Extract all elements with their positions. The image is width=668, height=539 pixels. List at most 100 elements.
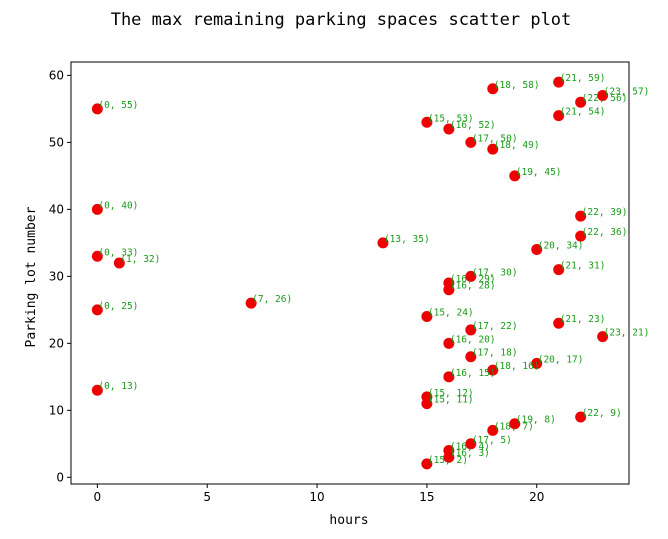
x-tick-label: 20 xyxy=(529,490,544,504)
data-point-label: (16, 29) xyxy=(450,274,496,285)
data-point xyxy=(575,230,587,242)
data-point-label: (16, 20) xyxy=(450,334,496,345)
axis-ticks: 0 5 10 15 20 0 10 20 30 40 50 60 xyxy=(49,68,545,504)
data-point-label: (0, 55) xyxy=(98,100,138,111)
data-point-label: (15, 12) xyxy=(428,388,474,399)
data-point-label: (13, 35) xyxy=(384,234,430,245)
data-point-label: (20, 17) xyxy=(538,354,584,365)
data-point xyxy=(465,438,477,450)
y-tick-label: 10 xyxy=(49,403,64,417)
y-tick-label: 40 xyxy=(49,202,64,216)
data-point-label: (22, 56) xyxy=(582,93,628,104)
data-point xyxy=(531,357,543,369)
data-point xyxy=(377,237,389,249)
data-point xyxy=(509,418,521,430)
data-point-label: (15, 24) xyxy=(428,308,474,319)
y-tick-label: 30 xyxy=(49,269,64,283)
x-tick-label: 5 xyxy=(203,490,211,504)
x-tick-label: 0 xyxy=(94,490,102,504)
data-point xyxy=(509,170,521,182)
y-tick-label: 50 xyxy=(49,135,64,149)
data-point-label: (17, 50) xyxy=(472,133,518,144)
data-point xyxy=(553,110,565,122)
data-point-label: (7, 26) xyxy=(252,294,292,305)
data-point xyxy=(575,210,587,222)
data-point-label: (18, 58) xyxy=(494,80,540,91)
y-tick-label: 60 xyxy=(49,68,64,82)
data-point-label: (15, 2) xyxy=(428,455,468,466)
data-point xyxy=(575,411,587,423)
data-point-label: (15, 11) xyxy=(428,395,474,406)
data-point-label: (22, 9) xyxy=(582,408,622,419)
data-point-label: (0, 40) xyxy=(98,200,138,211)
data-point-label: (19, 45) xyxy=(516,167,562,178)
data-point xyxy=(553,317,565,329)
data-point xyxy=(443,284,455,296)
data-point-label: (19, 8) xyxy=(516,415,556,426)
data-point xyxy=(465,136,477,148)
data-point xyxy=(113,257,125,269)
point-labels: (0, 55) (0, 40) (0, 33)(1, 32) (0, 25) (0, 1… xyxy=(98,73,649,466)
data-point-label: (23, 57) xyxy=(604,86,650,97)
data-point-label: (17, 22) xyxy=(472,321,518,332)
x-tick-label: 15 xyxy=(419,490,434,504)
data-point-label: (0, 25) xyxy=(98,301,138,312)
y-tick-label: 20 xyxy=(49,336,64,350)
data-point xyxy=(421,458,433,470)
data-point-label: (21, 31) xyxy=(560,261,606,272)
data-point xyxy=(91,203,103,215)
data-point-label: (0, 13) xyxy=(98,381,138,392)
data-point xyxy=(443,123,455,135)
data-point-label: (17, 5) xyxy=(472,435,512,446)
data-point-label: (21, 59) xyxy=(560,73,606,84)
data-point-label: (17, 30) xyxy=(472,267,518,278)
data-point-label: (17, 18) xyxy=(472,348,518,359)
data-point xyxy=(487,143,499,155)
data-point xyxy=(487,424,499,436)
data-point xyxy=(553,264,565,276)
data-point xyxy=(465,351,477,363)
data-point xyxy=(465,324,477,336)
data-point xyxy=(91,304,103,316)
y-axis-label: Parking lot number xyxy=(24,206,39,347)
data-point xyxy=(443,451,455,463)
plot-area-frame xyxy=(70,61,630,485)
data-points xyxy=(91,76,609,470)
data-point-label: (21, 23) xyxy=(560,314,606,325)
data-point-label: (16, 28) xyxy=(450,281,496,292)
data-point xyxy=(487,83,499,95)
data-point xyxy=(465,270,477,282)
chart-title: The max remaining parking spaces scatter… xyxy=(111,10,572,30)
data-point-label: (15, 53) xyxy=(428,113,474,124)
data-point-label: (23, 21) xyxy=(604,328,650,339)
data-point-label: (16, 3) xyxy=(450,448,490,459)
data-point-label: (22, 36) xyxy=(582,227,628,238)
data-point xyxy=(91,250,103,262)
data-point xyxy=(597,331,609,343)
data-point-label: (16, 4) xyxy=(450,442,490,453)
data-point xyxy=(421,398,433,410)
x-axis-label: hours xyxy=(329,513,368,528)
data-point-label: (21, 54) xyxy=(560,107,606,118)
data-point xyxy=(245,297,257,309)
data-point-label: (1, 32) xyxy=(120,254,160,265)
data-point-label: (16, 52) xyxy=(450,120,496,131)
data-point xyxy=(487,364,499,376)
data-point-label: (18, 16) xyxy=(494,361,540,372)
data-point xyxy=(531,244,543,256)
data-point-label: (0, 33) xyxy=(98,247,138,258)
data-point xyxy=(421,311,433,323)
data-point xyxy=(553,76,565,88)
data-point-label: (18, 49) xyxy=(494,140,540,151)
data-point xyxy=(443,337,455,349)
data-point-label: (16, 15) xyxy=(450,368,496,379)
data-point xyxy=(443,371,455,383)
data-point xyxy=(575,96,587,108)
data-point-label: (18, 7) xyxy=(494,421,534,432)
data-point-label: (22, 39) xyxy=(582,207,628,218)
data-point xyxy=(421,116,433,128)
data-point xyxy=(91,103,103,115)
y-tick-label: 0 xyxy=(56,470,64,484)
data-point xyxy=(597,89,609,101)
